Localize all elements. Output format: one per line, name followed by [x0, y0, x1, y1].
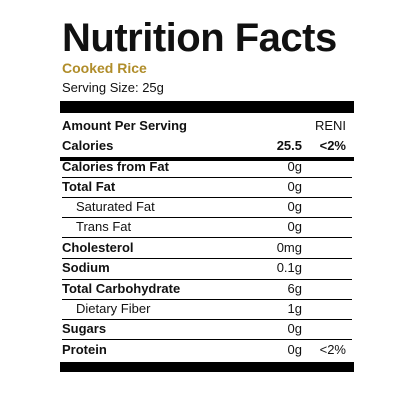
nutrient-amount: 0g [287, 199, 302, 214]
row-separator [62, 279, 352, 280]
nutrient-label: Trans Fat [76, 219, 132, 234]
nutrient-row-saturated-fat: Saturated Fat 0g [62, 197, 352, 217]
nutrient-label: Total Carbohydrate [62, 281, 181, 296]
nutrient-row-sugars: Sugars 0g [62, 319, 352, 339]
nutrient-label: Protein [62, 342, 107, 357]
row-separator [62, 319, 352, 320]
nutrient-label: Dietary Fiber [76, 301, 151, 316]
reni-header: RENI [314, 118, 346, 133]
nutrient-row-cholesterol: Cholesterol 0mg [62, 238, 352, 258]
nutrient-amount: 0g [287, 179, 302, 194]
nutrient-amount: 0mg [276, 240, 302, 255]
nutrient-amount: 0g [287, 342, 302, 357]
nutrient-amount: 0g [287, 159, 302, 174]
amount-per-serving-header: Amount Per Serving RENI [62, 116, 352, 136]
row-separator [62, 217, 352, 218]
row-separator [62, 237, 352, 238]
calories-label: Calories [62, 138, 114, 153]
nutrient-row-trans-fat: Trans Fat 0g [62, 217, 352, 237]
thick-divider-bottom [60, 362, 354, 372]
nutrient-amount: 1g [287, 301, 302, 316]
product-name: Cooked Rice [62, 60, 147, 76]
nutrient-label: Sugars [62, 321, 107, 336]
nutrient-amount: 0g [287, 219, 302, 234]
nutrient-label: Calories from Fat [62, 159, 169, 174]
nutrient-label: Saturated Fat [76, 199, 155, 214]
nutrient-row-protein: Protein 0g <2% [62, 340, 352, 360]
row-separator [62, 339, 352, 340]
nutrient-amount: 6g [287, 281, 302, 296]
label-title: Nutrition Facts [62, 16, 337, 60]
amount-per-serving-label: Amount Per Serving [62, 118, 187, 133]
thick-divider-top [60, 101, 354, 113]
medium-divider [60, 157, 354, 161]
row-separator [62, 197, 352, 198]
nutrient-row-calories-from-fat: Calories from Fat 0g [62, 157, 352, 177]
row-separator [62, 299, 352, 300]
nutrient-row-total-fat: Total Fat 0g [62, 177, 352, 197]
row-separator [62, 177, 352, 178]
nutrient-label: Sodium [62, 260, 110, 275]
nutrient-label: Total Fat [62, 179, 116, 194]
calories-dv: <2% [319, 138, 346, 153]
serving-size: Serving Size: 25g [62, 80, 164, 95]
calories-row: Calories 25.5 <2% [62, 136, 352, 156]
row-separator [62, 258, 352, 259]
nutrient-row-total-carbohydrate: Total Carbohydrate 6g [62, 279, 352, 299]
nutrient-dv: <2% [319, 342, 346, 357]
nutrient-row-sodium: Sodium 0.1g [62, 258, 352, 278]
nutrient-amount: 0.1g [276, 260, 302, 275]
nutrient-row-dietary-fiber: Dietary Fiber 1g [62, 299, 352, 319]
calories-amount: 25.5 [276, 138, 302, 153]
nutrient-amount: 0g [287, 321, 302, 336]
nutrient-label: Cholesterol [62, 240, 134, 255]
